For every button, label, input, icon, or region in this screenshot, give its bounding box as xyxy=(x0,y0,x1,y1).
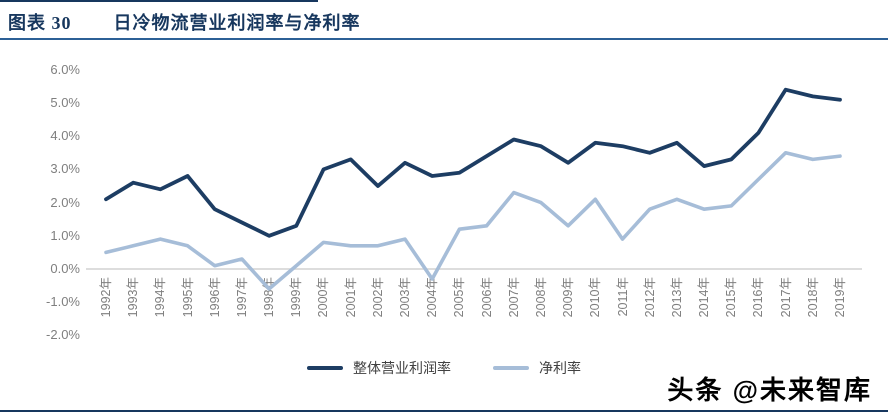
series-line-1 xyxy=(104,151,842,291)
series-line-0 xyxy=(104,87,842,238)
title-underline xyxy=(0,38,888,40)
y-axis-label: 1.0% xyxy=(50,227,80,243)
chart-legend: 整体营业利润率 净利率 xyxy=(0,358,888,378)
y-axis-label: -1.0% xyxy=(46,294,80,310)
legend-label-0: 整体营业利润率 xyxy=(353,360,451,376)
legend-swatch-1 xyxy=(493,366,529,370)
legend-item-0: 整体营业利润率 xyxy=(307,358,451,378)
y-axis-label: 3.0% xyxy=(50,161,80,177)
legend-item-1: 净利率 xyxy=(493,358,581,378)
legend-label-1: 净利率 xyxy=(539,360,581,376)
figure-number-label: 图表 30 xyxy=(8,13,72,33)
y-axis-label: -2.0% xyxy=(46,327,80,343)
bottom-border-line xyxy=(0,410,888,412)
figure-header: 图表 30 日冷物流营业利润率与净利率 xyxy=(8,9,880,35)
top-border-fragment xyxy=(0,0,318,2)
y-axis-label: 4.0% xyxy=(50,128,80,144)
y-axis-label: 2.0% xyxy=(50,194,80,210)
y-axis-label: 5.0% xyxy=(50,95,80,110)
figure-title: 日冷物流营业利润率与净利率 xyxy=(113,13,361,33)
y-axis-label: 0.0% xyxy=(50,261,80,276)
watermark-text: 头条 @未来智库 xyxy=(667,375,872,405)
plot-canvas xyxy=(86,87,862,291)
line-chart: 6.0% 5.0% 4.0% 3.0% 2.0% 1.0% 0.0% -1.0% -2.0% 19… xyxy=(0,42,888,342)
y-axis-label: 6.0% xyxy=(50,61,80,77)
legend-swatch-0 xyxy=(307,366,343,370)
